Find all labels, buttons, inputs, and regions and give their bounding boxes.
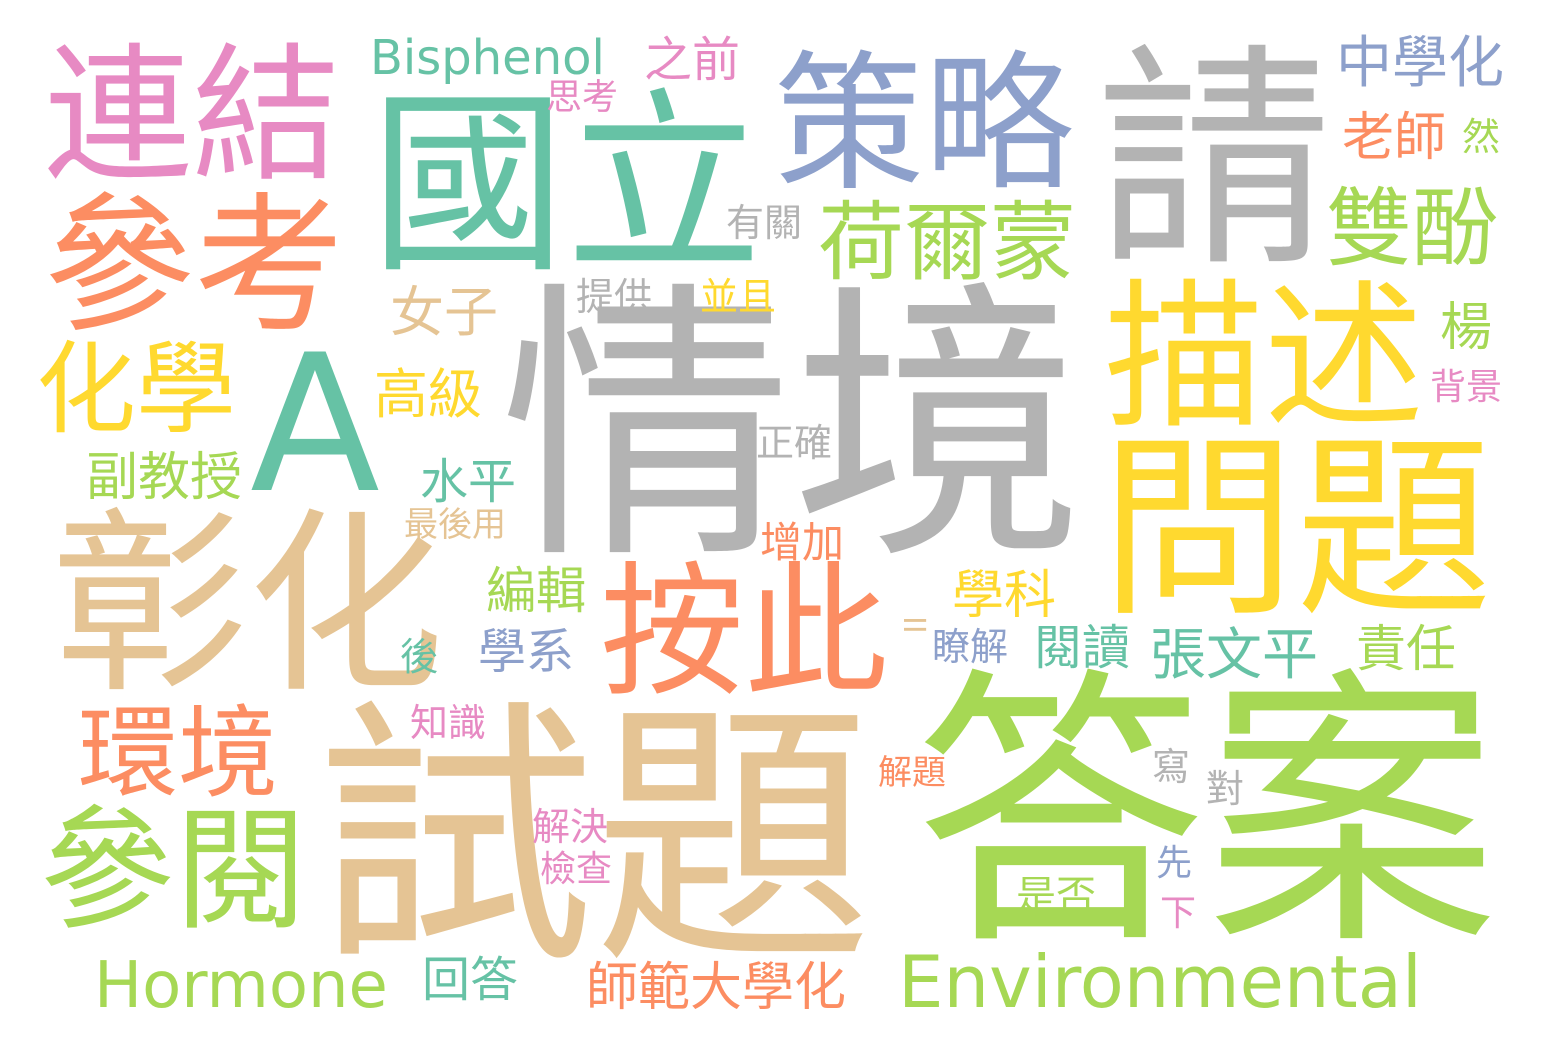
word-xueke: 學科: [952, 566, 1057, 626]
word-wenti: 問題: [1100, 416, 1493, 644]
word-gaoji: 高級: [374, 363, 482, 426]
word-heermeng: 荷爾蒙: [818, 193, 1076, 293]
word-zeren: 責任: [1356, 620, 1456, 678]
word-jiejue: 解決: [532, 805, 609, 849]
word-qingjing: 情境: [500, 258, 1084, 598]
word-zhongxuehua: 中學化: [1336, 31, 1504, 96]
word-xuexi: 學系: [478, 624, 575, 680]
word-huanjing: 環境: [78, 695, 278, 812]
word-shifou: 是否: [1016, 873, 1096, 919]
word-shiti: 試題: [316, 677, 872, 1001]
word-zhangwenping: 張文平: [1150, 623, 1318, 688]
word-miaoshu: 描述: [1104, 264, 1425, 451]
word-environmental: Environmental: [898, 940, 1422, 1024]
word-fujiaoshou: 副教授: [86, 448, 243, 508]
word-lianjie: 連結: [44, 30, 340, 202]
word-bingqie: 並且: [700, 275, 777, 319]
word-bisphenol: Bisphenol: [370, 30, 605, 86]
word-zhengque: 正確: [756, 421, 833, 465]
word-beijing: 背景: [1430, 367, 1503, 408]
word-zengjia: 增加: [760, 518, 845, 567]
word-jieti: 解題: [878, 753, 946, 793]
word-ii: II: [896, 616, 931, 634]
word-bianji: 編輯: [486, 562, 586, 620]
word-anci: 按此: [600, 548, 889, 716]
word-hormone: Hormone: [94, 949, 388, 1023]
word-yuedu: 閱讀: [1034, 620, 1131, 676]
word-youguan: 有關: [726, 201, 803, 245]
word-guoli: 國立: [370, 72, 763, 300]
word-zhiqian: 之前: [644, 32, 741, 88]
word-yang: 楊: [1440, 298, 1493, 358]
word-celue: 策略: [774, 38, 1075, 212]
word-zhanghua: 彰化: [52, 492, 445, 720]
word-shifandaxuehua: 師範大學化: [586, 958, 847, 1018]
word-daan: 答案: [914, 644, 1498, 984]
word-nuzi: 女子: [390, 281, 498, 344]
word-tigong: 提供: [576, 275, 653, 319]
word-shuiping: 水平: [420, 454, 517, 510]
word-huaxue: 化學: [36, 331, 236, 448]
word-laoshi: 老師: [1342, 108, 1447, 168]
word-canyue: 參閱: [40, 793, 309, 949]
word-liaojie: 瞭解: [932, 625, 1009, 669]
word-xie: 寫: [1152, 745, 1191, 789]
word-huida: 回答: [422, 952, 519, 1008]
word-ran: 然: [1462, 115, 1501, 159]
word-jiancha: 檢查: [540, 849, 613, 890]
word-dui: 對: [1206, 767, 1245, 811]
word-hou: 後: [400, 635, 439, 679]
word-zuihouyong: 最後用: [404, 505, 506, 545]
word-xia: 下: [1160, 893, 1197, 934]
word-sikao: 思考: [546, 77, 619, 118]
word-zhishi: 知識: [410, 701, 487, 745]
word-qing: 請: [1096, 24, 1333, 299]
word-shuangfen: 雙酚: [1326, 179, 1498, 279]
word-a: A: [250, 314, 380, 535]
word-cankao: 參考: [44, 180, 345, 354]
word-xian: 先: [1156, 843, 1193, 884]
